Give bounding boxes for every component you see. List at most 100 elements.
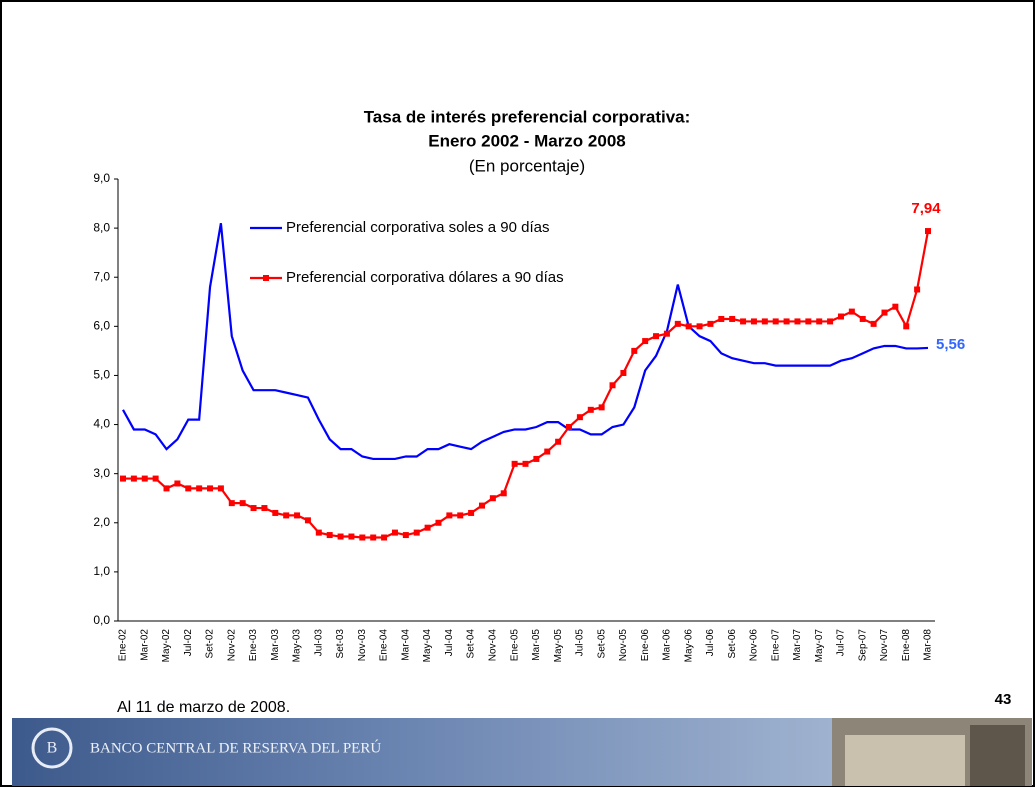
point-marker [783, 318, 790, 325]
x-tick-label: Set-06 [727, 629, 738, 659]
x-tick-label: Mar-03 [270, 629, 281, 661]
point-marker [620, 369, 627, 376]
chart-subtitle: Enero 2002 - Marzo 2008 [428, 131, 625, 150]
series-line [122, 223, 929, 461]
point-marker [663, 330, 670, 337]
point-marker [337, 533, 344, 540]
point-marker [326, 532, 333, 539]
point-marker [468, 509, 475, 516]
point-marker [457, 512, 464, 519]
point-marker [653, 333, 660, 340]
x-tick-label: Nov-05 [618, 629, 629, 662]
x-tick-label: Mar-06 [662, 629, 673, 661]
x-tick-label: Jul-02 [183, 629, 194, 657]
x-tick-label: Jul-04 [444, 629, 455, 657]
x-tick-label: Set-02 [205, 629, 216, 659]
y-tick-label: 2,0 [93, 515, 110, 529]
plot: 0,0 1,0 2,0 3,0 4,0 5,0 6,0 7,0 8,0 9,0 Ene-02 Mar-… [93, 171, 965, 662]
x-tick-label: Jul-07 [836, 629, 847, 657]
point-marker [772, 318, 779, 325]
point-marker [870, 320, 877, 327]
x-tick-label: Mar-07 [792, 629, 803, 661]
point-marker [435, 519, 442, 526]
point-marker [576, 414, 583, 421]
x-tick-label: May-02 [161, 629, 172, 663]
point-marker [315, 529, 322, 536]
x-tick-label: Ene-08 [901, 629, 912, 662]
point-marker [533, 455, 540, 462]
x-tick-label: May-04 [422, 629, 433, 663]
x-tick-label: May-06 [683, 629, 694, 663]
x-tick-label: Ene-07 [770, 629, 781, 662]
x-tick-label: Sep-07 [857, 629, 868, 662]
point-marker [163, 485, 170, 492]
y-tick-label: 9,0 [93, 171, 110, 185]
point-marker [892, 303, 899, 310]
banner-photo-building [845, 735, 965, 786]
x-tick-label: May-05 [553, 629, 564, 663]
page-number: 43 [995, 691, 1012, 708]
point-marker [816, 318, 823, 325]
y-tick-label: 3,0 [93, 466, 110, 480]
x-tick-label: Jul-03 [313, 629, 324, 657]
point-marker [283, 512, 290, 519]
point-marker [391, 529, 398, 536]
x-tick-label: May-07 [814, 629, 825, 663]
point-marker [239, 500, 246, 507]
point-marker [196, 485, 203, 492]
legend-label: Preferencial corporativa dólares a 90 dí… [286, 269, 564, 286]
point-marker [174, 480, 181, 487]
x-tick-label: Nov-02 [226, 629, 237, 662]
point-marker [761, 318, 768, 325]
banner-photo-door [970, 725, 1025, 786]
point-marker [642, 338, 649, 345]
point-marker [294, 512, 301, 519]
point-marker [402, 532, 409, 539]
point-marker [446, 512, 453, 519]
point-marker [261, 505, 268, 512]
y-tick-label: 4,0 [93, 417, 110, 431]
legend-label: Preferencial corporativa soles a 90 días [286, 219, 549, 236]
banner-text: BANCO CENTRAL DE RESERVA DEL PERÚ [90, 739, 381, 756]
point-marker [217, 485, 224, 492]
x-tick-label: Set-05 [596, 629, 607, 659]
x-tick-label: Nov-04 [488, 629, 499, 662]
point-marker [859, 315, 866, 322]
point-marker [718, 315, 725, 322]
point-marker [903, 323, 910, 330]
point-marker [489, 495, 496, 502]
x-tick-label: Ene-06 [640, 629, 651, 662]
point-marker [674, 320, 681, 327]
x-tick-label: Ene-02 [118, 629, 129, 662]
point-marker [500, 490, 507, 497]
point-marker [609, 382, 616, 389]
point-marker [152, 475, 159, 482]
data-label: 5,56 [936, 336, 965, 353]
point-marker [130, 475, 137, 482]
point-marker [848, 308, 855, 315]
point-marker [914, 286, 921, 293]
x-tick-label: Nov-03 [357, 629, 368, 662]
point-marker [304, 517, 311, 524]
point-marker [685, 323, 692, 330]
point-marker [207, 485, 214, 492]
point-marker [794, 318, 801, 325]
point-marker [544, 448, 551, 455]
x-tick-label: Set-03 [335, 629, 346, 659]
point-marker [522, 460, 529, 467]
point-marker [555, 438, 562, 445]
point-marker [598, 404, 605, 411]
bank-logo-mark: B [47, 740, 58, 757]
point-marker [837, 313, 844, 320]
x-tick-label: Mar-04 [400, 629, 411, 661]
point-marker [185, 485, 192, 492]
point-marker [805, 318, 812, 325]
x-tick-label: Ene-05 [509, 629, 520, 662]
point-marker [511, 460, 518, 467]
x-tick-label: Mar-02 [139, 629, 150, 661]
y-tick-label: 5,0 [93, 368, 110, 382]
x-tick-label: Jul-06 [705, 629, 716, 657]
chart-units: (En porcentaje) [469, 156, 585, 175]
x-tick-label: Mar-08 [923, 629, 934, 661]
